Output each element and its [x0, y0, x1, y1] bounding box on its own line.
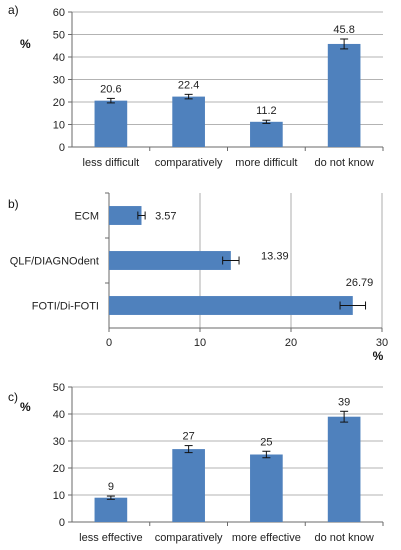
data-label: 3.57	[155, 211, 176, 223]
bar	[94, 100, 128, 147]
category-label: less effective	[79, 532, 142, 544]
y-tick-label: 50	[53, 30, 65, 42]
y-tick-label: 10	[53, 490, 65, 502]
data-label: 27	[183, 431, 195, 443]
chart-panel-0: 0 10 20 30 40 50 60 20.6 less difficult 22.4 compa…	[8, 3, 384, 169]
x-axis-unit: %	[373, 349, 384, 363]
y-tick-label: 50	[53, 382, 65, 394]
x-tick-label: 20	[285, 337, 297, 349]
category-label: more effective	[232, 532, 301, 544]
category-label: less difficult	[83, 157, 140, 169]
data-label: 45.8	[333, 24, 354, 36]
bar	[250, 454, 283, 522]
category-label: FOTI/Di-FOTI	[32, 301, 99, 313]
y-axis-unit: %	[20, 37, 31, 51]
category-label: more difficult	[235, 157, 297, 169]
bar	[172, 449, 205, 522]
bar	[109, 251, 231, 270]
category-label: comparatively	[155, 157, 223, 169]
bar	[109, 206, 142, 225]
y-tick-label: 20	[53, 97, 65, 109]
bar	[172, 96, 205, 147]
category-label: comparatively	[155, 532, 223, 544]
data-label: 11.2	[256, 105, 277, 117]
category-label: do not know	[314, 157, 373, 169]
y-tick-label: 10	[53, 120, 65, 132]
bar	[250, 121, 283, 147]
panel-label: a)	[8, 3, 19, 17]
y-tick-label: 30	[53, 75, 65, 87]
panel-label: c)	[8, 390, 18, 404]
panel-label: b)	[8, 197, 19, 211]
y-tick-label: 30	[53, 436, 65, 448]
category-label: QLF/DIAGNOdent	[10, 256, 99, 268]
bar	[327, 416, 361, 522]
data-label: 25	[260, 436, 272, 448]
x-tick-label: 30	[376, 337, 388, 349]
y-tick-label: 40	[53, 52, 65, 64]
data-label: 22.4	[178, 79, 199, 91]
y-tick-label: 20	[53, 463, 65, 475]
data-label: 26.79	[346, 277, 374, 289]
bar	[109, 296, 353, 315]
category-label: do not know	[314, 532, 373, 544]
y-tick-label: 40	[53, 409, 65, 421]
bar	[327, 43, 361, 148]
category-label: ECM	[75, 211, 99, 223]
y-tick-label: 0	[59, 142, 65, 154]
x-tick-label: 0	[106, 337, 112, 349]
chart-panel-1: 0 10 20 30 3.57 ECM 13.39 QLF/DIAGNOdent 26.79 FO…	[8, 192, 388, 363]
data-label: 13.39	[261, 251, 289, 263]
data-label: 9	[108, 481, 114, 493]
y-tick-label: 60	[53, 7, 65, 19]
data-label: 20.6	[100, 83, 121, 95]
y-axis-unit: %	[20, 400, 31, 414]
x-tick-label: 10	[194, 337, 206, 349]
chart-panel-2: 0 10 20 30 40 50 9 less effective 27 comparativel…	[8, 382, 384, 544]
data-label: 39	[338, 396, 350, 408]
bar	[94, 497, 128, 522]
y-tick-label: 0	[59, 517, 65, 529]
